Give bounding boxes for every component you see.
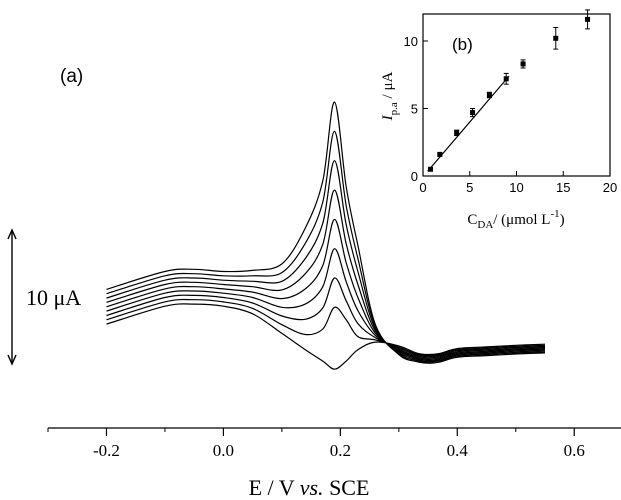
inset-x-tick-label: 10 [509,180,523,195]
inset-data-point [553,35,559,41]
voltammogram-curve-2 [106,298,546,357]
voltammogram-curve-3 [106,277,546,358]
panel-a-x-axis-label: E / V vs. SCE [249,475,370,500]
inset-data-points [427,9,591,172]
x-label-main: E / V [249,475,300,500]
x-label-tail: SCE [324,475,370,500]
inset-y-label-unit: / μA [380,71,396,102]
inset-data-point [454,130,460,136]
scale-bar-bottom-arrow [7,354,17,366]
inset-x-label-sup: -1 [550,208,559,220]
inset-x-tick-label: 15 [556,180,570,195]
inset-data-point [486,92,492,98]
inset-y-tick-label: 0 [411,169,418,184]
panel-a-x-axis: -0.2 0.0 0.2 0.4 0.6 [47,427,621,460]
panel-a-x-tick-label: 0.2 [330,441,351,460]
inset-data-point [520,61,526,67]
panel-a-x-tick-label: 0.0 [213,441,234,460]
panel-a-voltammograms: (a) -0.2 0.0 0.2 0.4 0.6 E / V vs. SCE 10 μA [7,66,621,500]
panel-a-x-tick-label: 0.6 [564,441,585,460]
inset-data-point [437,151,443,157]
inset-x-tick-label: 0 [419,180,426,195]
voltammogram-curve-8 [106,130,546,363]
panel-b-calibration-inset: (b) 0 5 10 15 20 0 5 10 CDA/ (μmol L-1) Ip.a / … [380,9,618,231]
inset-x-tick-label: 5 [466,180,473,195]
panel-b-label: (b) [452,35,473,54]
x-label-italic: vs. [300,475,324,500]
inset-data-point [585,16,591,22]
inset-data-point [470,110,476,116]
inset-x-label-unit: / (μmol L [493,212,550,228]
inset-x-tick-label: 20 [603,180,617,195]
inset-y-tick-label: 5 [411,102,418,117]
inset-x-label-sub: DA [477,219,493,231]
voltammogram-curves [106,101,546,370]
voltammogram-curve-6 [106,189,546,361]
panel-a-label: (a) [60,66,83,87]
inset-y-tick-label: 10 [404,34,418,49]
voltammogram-curve-4 [106,248,546,359]
current-scale-bar: 10 μA [7,228,81,366]
inset-y-label-base: I [380,114,396,121]
voltammogram-curve-7 [106,160,546,362]
inset-x-label-close: ) [560,212,565,228]
inset-x-axis-label: CDA/ (μmol L-1) [467,208,564,231]
panel-a-x-tick-label: -0.2 [93,441,120,460]
voltammogram-curve-5 [106,218,546,360]
inset-y-label-sub: p.a [388,102,400,115]
voltammogram-curve-1 [106,303,546,370]
inset-data-point [427,166,433,172]
inset-y-axis-label: Ip.a / μA [380,71,400,121]
inset-data-point [503,76,509,82]
inset-fit-line [427,75,510,172]
inset-axes: 0 5 10 15 20 0 5 10 [404,34,618,195]
scale-bar-top-arrow [7,228,17,240]
inset-x-label-base: C [467,212,477,228]
voltammogram-curve-9 [106,101,546,364]
scale-bar-label: 10 μA [26,285,81,310]
panel-a-x-tick-label: 0.4 [447,441,469,460]
